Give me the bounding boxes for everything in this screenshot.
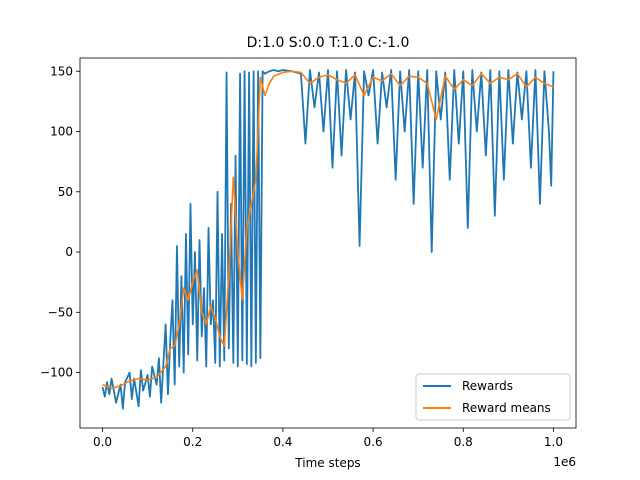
y-tick-label: 0 bbox=[65, 245, 73, 259]
y-tick-label: −50 bbox=[48, 305, 73, 319]
x-axis-label: Time steps bbox=[294, 456, 360, 470]
x-tick-label: 0.8 bbox=[454, 435, 473, 449]
x-axis-offset-label: 1e6 bbox=[553, 455, 576, 469]
y-tick-label: 100 bbox=[50, 125, 73, 139]
x-tick-label: 0.2 bbox=[183, 435, 202, 449]
series-line-rewards bbox=[101, 69, 555, 410]
x-axis: 0.0 0.2 0.4 0.6 0.8 1.0 bbox=[93, 428, 563, 449]
series-line-reward-means bbox=[102, 70, 554, 390]
y-tick-label: −100 bbox=[40, 366, 73, 380]
x-tick-label: 0.6 bbox=[364, 435, 383, 449]
y-tick-label: 50 bbox=[58, 185, 73, 199]
y-tick-label: 150 bbox=[50, 64, 73, 78]
x-tick-label: 0.4 bbox=[273, 435, 292, 449]
plot-area bbox=[79, 57, 577, 429]
x-tick-label: 0.0 bbox=[93, 435, 112, 449]
legend: Rewards Reward means bbox=[415, 373, 571, 421]
chart-title: D:1.0 S:0.0 T:1.0 C:-1.0 bbox=[247, 35, 410, 51]
series-layer bbox=[101, 69, 555, 410]
legend-label-reward-means: Reward means bbox=[462, 401, 551, 415]
y-axis: −100 −50 0 50 100 150 bbox=[40, 64, 80, 380]
legend-label-rewards: Rewards bbox=[462, 379, 513, 393]
legend-box bbox=[415, 373, 571, 421]
x-tick-label: 1.0 bbox=[544, 435, 563, 449]
plot-frame bbox=[79, 57, 577, 429]
